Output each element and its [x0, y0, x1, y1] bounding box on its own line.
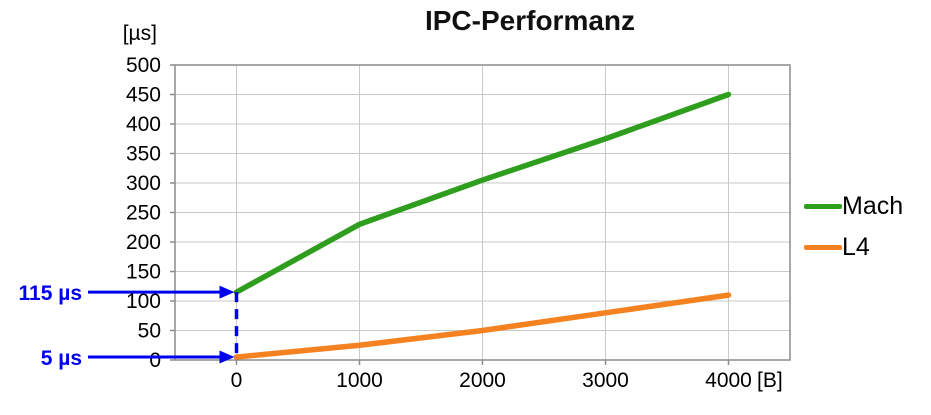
- x-tick-label: 1000: [336, 369, 383, 392]
- series-layer: [233, 91, 732, 360]
- annotation-label: 5 µs: [41, 347, 82, 370]
- chart-title: IPC-Performanz: [424, 5, 636, 36]
- grid-layer: [170, 64, 791, 365]
- y-tick-label: 100: [126, 290, 161, 313]
- legend-item-mach: Mach: [804, 186, 903, 227]
- series-line-mach: [233, 91, 732, 295]
- y-tick-label: 0: [149, 349, 161, 372]
- legend-label-mach: Mach: [842, 192, 904, 220]
- x-tick-label: 3000: [582, 369, 629, 392]
- y-tick-label: 250: [126, 202, 161, 225]
- legend-swatch-mach: [804, 204, 842, 209]
- annotation-arrowhead: [219, 350, 235, 364]
- y-tick-label: 300: [126, 172, 161, 195]
- x-axis-unit-label: [B]: [757, 369, 783, 392]
- y-tick-label: 500: [126, 54, 161, 77]
- y-tick-label: 50: [138, 320, 161, 343]
- annotation-layer: 115 µs 5 µs: [19, 282, 239, 370]
- y-tick-label: 150: [126, 261, 161, 284]
- y-tick-label: 450: [126, 84, 161, 107]
- legend-label-l4: L4: [842, 233, 870, 261]
- tick-layer: 0 50 100 150 200 250 300 350 400 450 500 0 1000 2000 3…: [126, 54, 752, 392]
- y-tick-label: 400: [126, 113, 161, 136]
- x-tick-label: 2000: [459, 369, 506, 392]
- x-tick-label: 4000: [705, 369, 752, 392]
- y-tick-label: 350: [126, 143, 161, 166]
- legend-item-l4: L4: [804, 227, 903, 268]
- legend-swatch-l4: [804, 245, 842, 250]
- y-tick-label: 200: [126, 231, 161, 254]
- chart-legend: Mach L4: [804, 186, 903, 268]
- annotation-label: 115 µs: [19, 282, 83, 305]
- y-axis-unit-label: [µs]: [123, 22, 157, 45]
- annotation-arrowhead: [219, 285, 235, 299]
- series-line-l4: [233, 292, 732, 360]
- x-tick-label: 0: [231, 369, 243, 392]
